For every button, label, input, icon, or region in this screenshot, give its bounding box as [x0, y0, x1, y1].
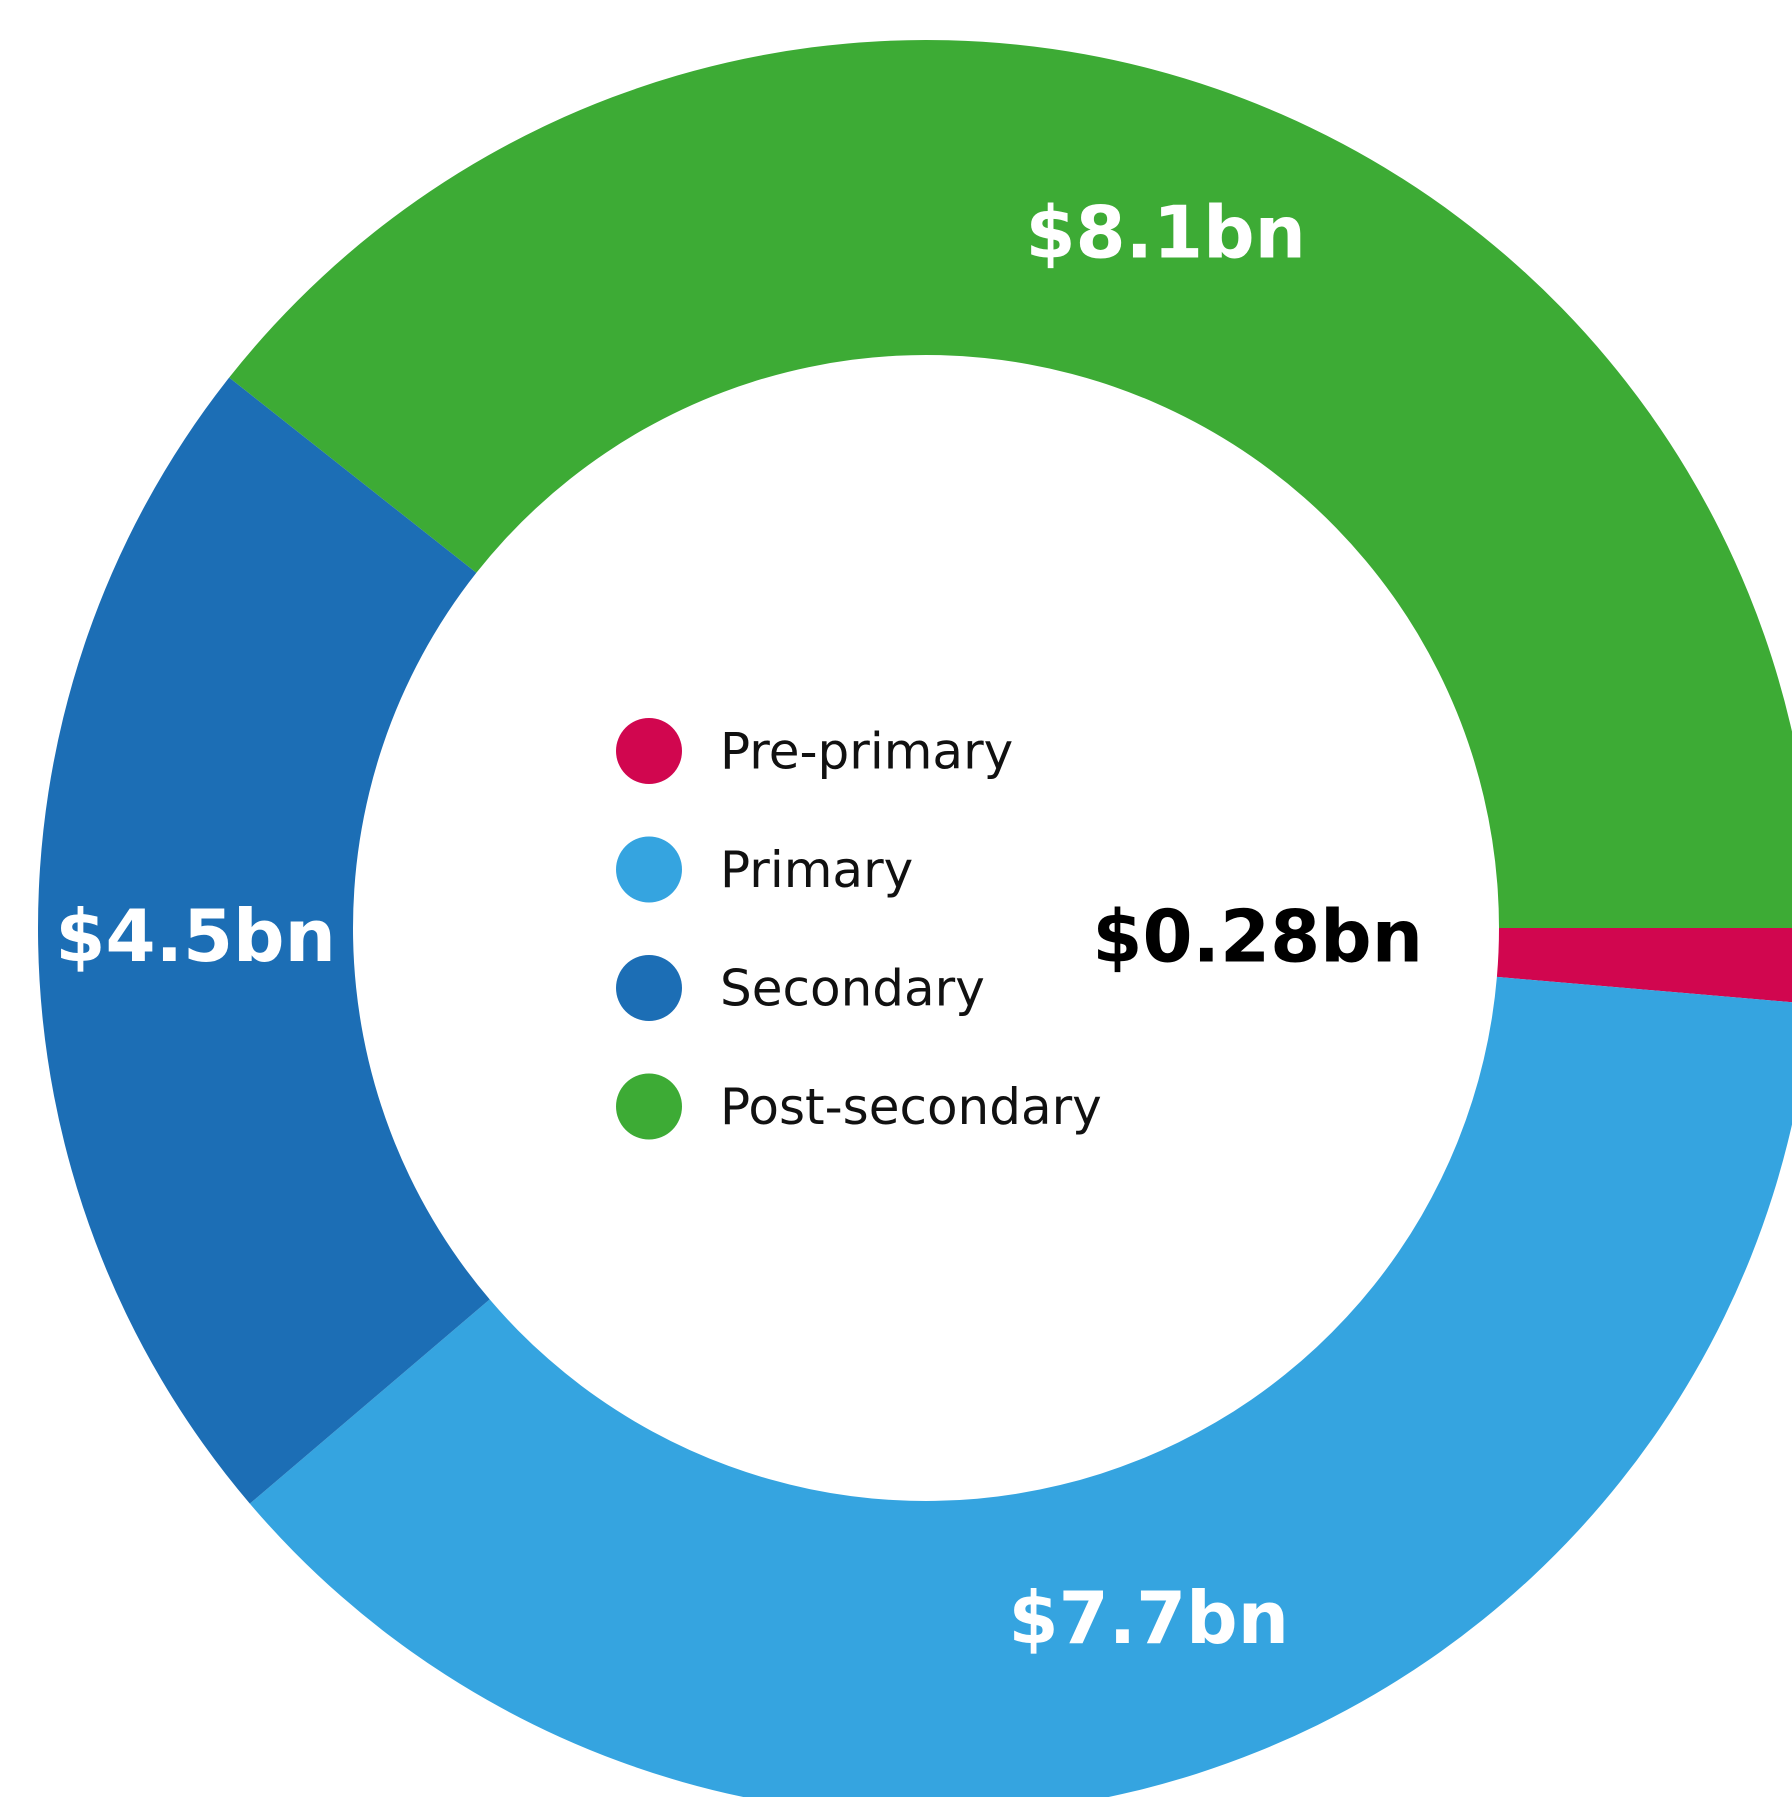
- donut-slice: [1496, 928, 1792, 1003]
- legend-label: Post-secondary: [720, 1078, 1102, 1136]
- value-label: $7.7bn: [1009, 1576, 1289, 1660]
- donut-slice: [37, 377, 490, 1504]
- value-label: $4.5bn: [55, 894, 335, 978]
- legend-swatch: [616, 718, 682, 784]
- legend-label: Secondary: [720, 960, 985, 1018]
- donut-slice: [229, 40, 1792, 928]
- legend-label: Pre-primary: [720, 723, 1013, 781]
- value-label: $8.1bn: [1025, 190, 1305, 274]
- legend-label: Primary: [720, 841, 913, 899]
- legend-swatch: [616, 1073, 682, 1140]
- value-label: $0.28bn: [1092, 895, 1423, 979]
- legend-swatch: [616, 836, 682, 903]
- donut-slice: [249, 976, 1792, 1797]
- legend-swatch: [616, 955, 682, 1021]
